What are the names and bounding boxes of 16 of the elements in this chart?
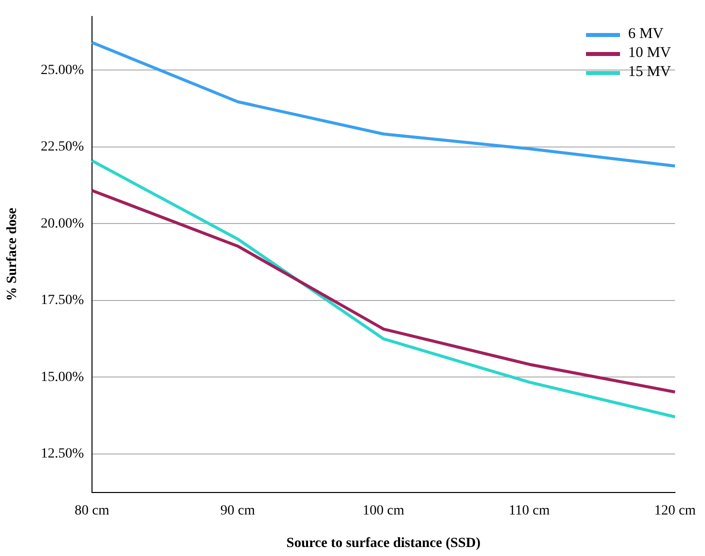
- legend-label: 10 MV: [628, 45, 671, 62]
- y-tick-label: 25.00%: [40, 62, 84, 78]
- x-axis-title: Source to surface distance (SSD): [286, 536, 481, 552]
- y-axis-title: % Surface dose: [5, 208, 20, 302]
- x-tick-label: 100 cm: [362, 503, 404, 518]
- x-tick-label: 110 cm: [508, 503, 550, 518]
- y-tick-label: 12.50%: [40, 446, 84, 462]
- y-tick-label: 15.00%: [40, 370, 84, 385]
- legend-label: 15 MV: [628, 64, 671, 81]
- y-tick-label: 17.50%: [40, 293, 84, 308]
- y-tick-label: 20.00%: [40, 216, 84, 232]
- x-tick-label: 120 cm: [654, 503, 696, 518]
- legend-label: 6 MV: [628, 26, 664, 43]
- y-tick-label: 22.50%: [40, 140, 84, 155]
- x-tick-label: 80 cm: [74, 503, 110, 518]
- x-tick-label: 90 cm: [220, 503, 256, 518]
